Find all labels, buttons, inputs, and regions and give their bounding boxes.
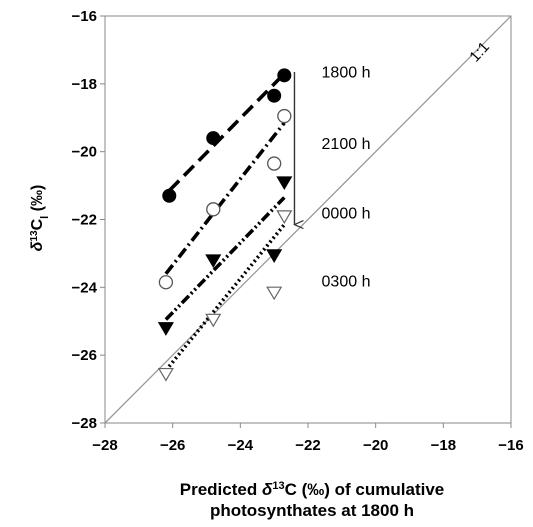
data-point xyxy=(266,249,283,263)
annotation-1800-h: 1800 h xyxy=(322,65,371,82)
y-tick-label: −22 xyxy=(72,212,97,229)
data-point xyxy=(276,210,293,224)
x-tick-label: −18 xyxy=(431,437,456,454)
data-point xyxy=(162,188,177,203)
fit-line-1800-h xyxy=(167,74,284,192)
x-axis-label-line1: Predicted δ13C (‰) of cumulative xyxy=(180,480,444,499)
y-axis-label: δ13Cl (‰) xyxy=(29,185,52,252)
annotation-2100-h: 2100 h xyxy=(322,136,371,153)
y-tick-label: −24 xyxy=(72,279,98,296)
data-point xyxy=(206,131,221,146)
x-tick-label: −28 xyxy=(92,437,117,454)
fit-line-2100-h xyxy=(164,121,286,275)
data-point xyxy=(276,176,293,191)
data-point xyxy=(205,254,222,269)
data-point xyxy=(205,313,222,328)
y-tick-label: −18 xyxy=(72,76,97,93)
data-point xyxy=(277,68,292,83)
annotation-0000-h: 0000 h xyxy=(322,206,371,223)
data-point xyxy=(277,108,292,124)
annotation-0300-h: 0300 h xyxy=(322,273,371,290)
data-point xyxy=(158,275,174,290)
x-tick-label: −20 xyxy=(363,437,388,454)
y-tick-label: −28 xyxy=(72,415,97,432)
one-to-one-line xyxy=(104,15,512,424)
y-tick-label: −26 xyxy=(72,347,97,364)
data-point xyxy=(266,286,283,301)
x-tick-label: −16 xyxy=(498,437,523,454)
x-tick-label: −22 xyxy=(295,437,320,454)
data-point xyxy=(267,156,282,171)
x-tick-label: −24 xyxy=(228,437,254,454)
y-tick-label: −20 xyxy=(72,144,97,161)
data-point xyxy=(206,202,221,217)
data-point xyxy=(157,322,174,336)
y-tick-label: −16 xyxy=(72,8,97,25)
data-point xyxy=(267,88,282,103)
fit-line-0000-h xyxy=(164,196,286,321)
fit-line-0300-h xyxy=(164,223,286,372)
x-tick-label: −26 xyxy=(160,437,185,454)
data-point xyxy=(157,367,174,382)
x-axis-label-line2: photosynthates at 1800 h xyxy=(210,501,414,520)
